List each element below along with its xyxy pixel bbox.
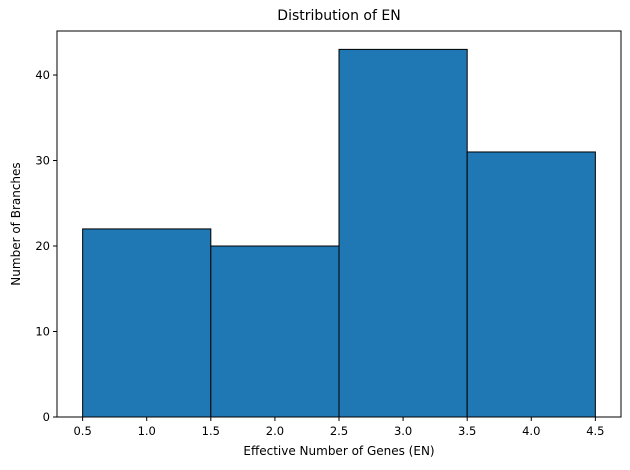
chart-title: Distribution of EN [277,8,400,24]
x-tick-label: 1.0 [138,424,156,438]
x-tick-label: 2.5 [330,424,348,438]
y-tick-label: 10 [35,325,50,339]
x-tick-label: 4.0 [522,424,540,438]
bars-group [82,48,596,418]
x-tick-label: 4.5 [586,424,604,438]
x-axis-ticks: 0.5 1.0 1.5 2.0 2.5 3.0 3.5 4.0 4.5 [73,417,605,438]
x-tick-label: 3.0 [394,424,412,438]
y-tick-label: 20 [35,239,50,253]
y-axis-label: Number of Branches [9,162,23,285]
x-tick-label: 1.5 [202,424,220,438]
x-tick-label: 2.0 [266,424,284,438]
x-tick-label: 3.5 [458,424,476,438]
histogram-bar-1 [82,228,212,418]
histogram-bar-4 [466,151,596,418]
y-tick-label: 40 [35,68,50,82]
y-tick-label: 30 [35,154,50,168]
x-tick-label: 0.5 [73,424,91,438]
x-axis-label: Effective Number of Genes (EN) [243,444,434,458]
y-tick-label: 0 [43,410,50,424]
histogram-bar-3 [338,48,468,418]
y-axis-ticks: 0 10 20 30 40 [35,68,57,424]
histogram-bar-2 [210,245,340,418]
